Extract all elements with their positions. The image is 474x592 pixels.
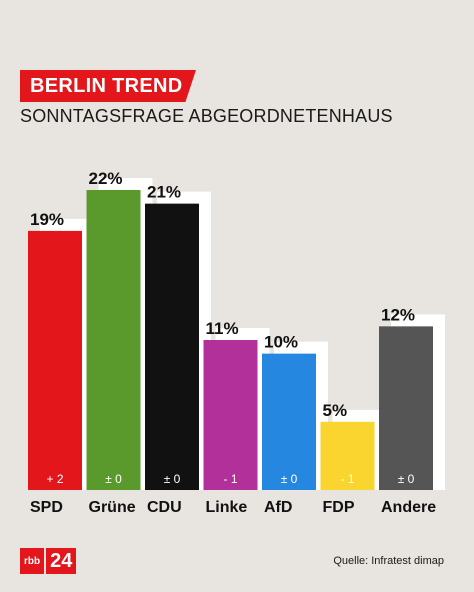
category-label: Linke xyxy=(206,499,248,516)
category-label: AfD xyxy=(264,499,292,516)
change-label: ± 0 xyxy=(398,472,415,486)
category-label: Andere xyxy=(381,499,436,516)
bar-linke xyxy=(203,340,258,490)
value-label: 5% xyxy=(323,401,348,420)
logo-24-text: 24 xyxy=(44,548,77,574)
value-label: 22% xyxy=(89,169,123,188)
category-label: FDP xyxy=(323,499,355,516)
bar-cdu xyxy=(145,203,199,491)
bar-grüne xyxy=(86,190,141,490)
value-label: 21% xyxy=(147,183,181,202)
category-label: SPD xyxy=(30,499,63,516)
value-label: 10% xyxy=(264,333,298,352)
category-label: Grüne xyxy=(89,499,136,516)
bar-spd xyxy=(28,230,82,490)
value-label: 11% xyxy=(206,319,239,338)
value-label: 12% xyxy=(381,305,415,324)
category-label: CDU xyxy=(147,499,182,516)
change-label: + 2 xyxy=(46,472,63,486)
bar-fdp xyxy=(320,421,375,490)
logo-rbb-text: rbb xyxy=(20,548,45,574)
value-label: 19% xyxy=(30,210,64,229)
change-label: - 1 xyxy=(340,472,354,486)
rbb24-logo: rbb 24 xyxy=(20,548,77,574)
source-note: Quelle: Infratest dimap xyxy=(333,555,444,567)
chart-title-banner: BERLIN TREND xyxy=(20,70,196,102)
change-label: ± 0 xyxy=(164,472,181,486)
change-label: - 1 xyxy=(223,472,237,486)
chart-subtitle: SONNTAGSFRAGE ABGEORDNETENHAUS xyxy=(20,106,393,126)
change-label: ± 0 xyxy=(105,472,122,486)
change-label: ± 0 xyxy=(281,472,298,486)
bar-afd xyxy=(262,353,316,490)
bar-andere xyxy=(379,326,433,490)
